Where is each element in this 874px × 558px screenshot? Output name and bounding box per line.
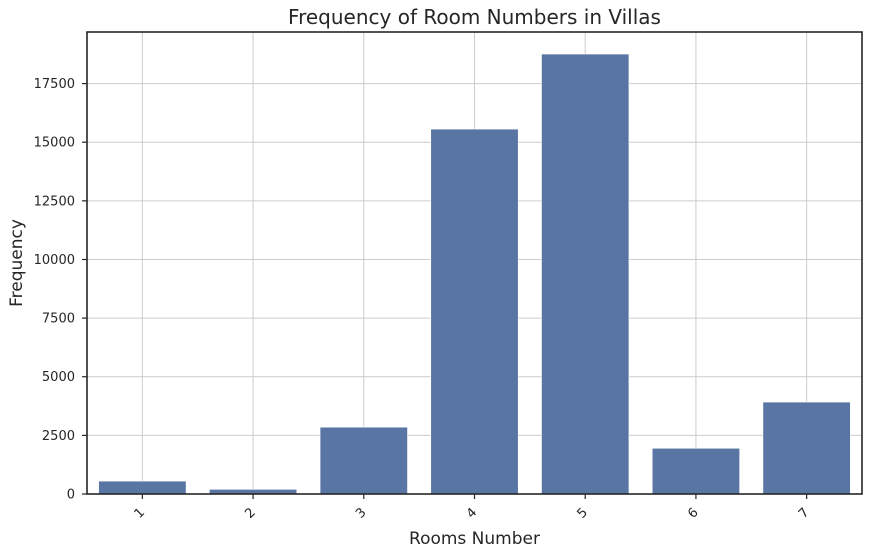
bar-3: [319, 426, 408, 495]
y-tick-label: 0: [67, 488, 75, 503]
bar-6: [651, 447, 740, 495]
y-tick-label: 15000: [34, 136, 75, 151]
y-tick-label: 17500: [34, 77, 75, 92]
y-axis-label: Frequency: [7, 219, 27, 307]
bar-5: [541, 53, 630, 495]
bar-7: [762, 401, 851, 495]
y-tick-label: 5000: [42, 370, 75, 385]
y-tick-label: 7500: [42, 312, 75, 327]
bar-1: [98, 480, 187, 495]
x-axis-label: Rooms Number: [409, 529, 540, 549]
bar-4: [430, 128, 519, 495]
y-tick-label: 2500: [42, 429, 75, 444]
y-tick-label: 10000: [34, 253, 75, 268]
y-tick-label: 12500: [34, 194, 75, 209]
bars: [98, 53, 851, 495]
chart-title: Frequency of Room Numbers in Villas: [288, 5, 661, 29]
